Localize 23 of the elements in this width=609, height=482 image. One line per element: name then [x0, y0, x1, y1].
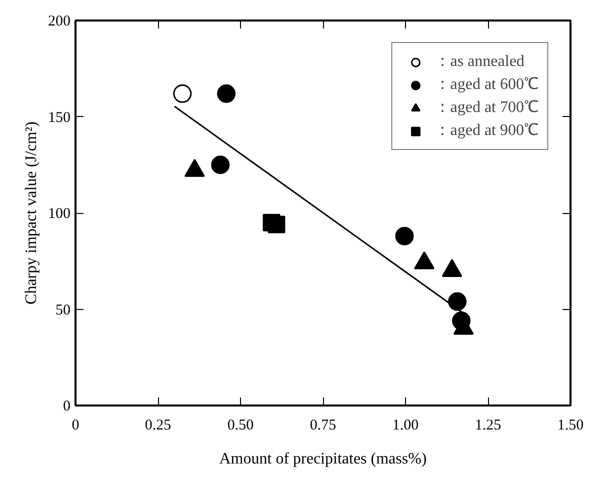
- point: [268, 216, 286, 234]
- legend-label: ：as annealed: [434, 52, 524, 72]
- y-axis-title: Charpy impact value (J/cm²): [23, 122, 40, 304]
- x-tick-label: 0.75: [310, 418, 336, 434]
- x-tick-label: 0.25: [144, 418, 172, 434]
- point: [217, 84, 236, 103]
- x-tick-label: 1.50: [557, 418, 584, 434]
- x-tick-label: 1.25: [474, 418, 502, 434]
- point: [448, 292, 467, 311]
- legend-label: ：aged at 700℃: [434, 98, 539, 118]
- y-tick-label: 200: [48, 14, 70, 30]
- point: [173, 84, 192, 103]
- y-tick-label: 0: [63, 398, 70, 414]
- point: [211, 156, 230, 174]
- x-tick-label: 1.00: [392, 418, 419, 434]
- x-axis-title: Amount of precipitates (mass%): [219, 450, 427, 468]
- x-tick-label: 0.50: [227, 418, 254, 434]
- y-tick-label: 100: [48, 206, 70, 222]
- point: [395, 226, 414, 246]
- legend-label: ：aged at 900℃: [434, 121, 539, 141]
- y-tick-label: 50: [56, 302, 70, 318]
- legend-label: ：aged at 600℃: [434, 75, 539, 95]
- y-tick-label: 150: [48, 110, 70, 126]
